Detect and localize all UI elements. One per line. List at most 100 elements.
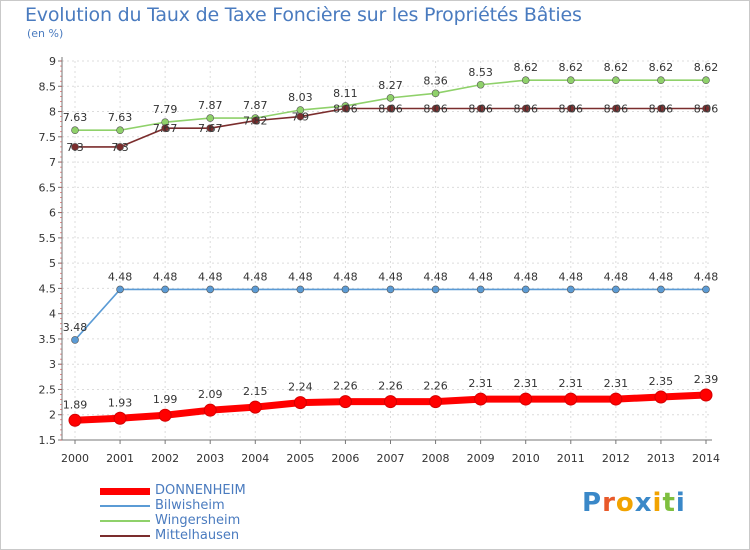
data-point-bilwisheim (251, 285, 260, 294)
data-label-bilwisheim: 4.48 (153, 270, 178, 283)
data-label-mittelhausen: 8.06 (423, 103, 448, 116)
data-label-wingersheim: 8.36 (423, 74, 448, 87)
data-label-wingersheim: 8.62 (559, 61, 584, 74)
x-tick-label: 2012 (602, 452, 630, 465)
y-tick-label: 4.5 (39, 282, 57, 295)
data-label-donnenheim: 2.31 (604, 377, 629, 390)
data-label-donnenheim: 1.89 (63, 398, 88, 411)
data-point-donnenheim (519, 392, 533, 406)
data-label-bilwisheim: 4.48 (604, 270, 629, 283)
proxiti-logo[interactable]: Proxiti (582, 488, 686, 518)
y-tick-label: 1.5 (39, 434, 57, 447)
chart-title: Evolution du Taux de Taxe Foncière sur l… (25, 4, 582, 26)
data-label-wingersheim: 8.62 (604, 61, 629, 74)
data-point-bilwisheim (476, 285, 485, 294)
data-label-donnenheim: 2.31 (468, 377, 493, 390)
data-point-mittelhausen (566, 104, 575, 113)
data-label-bilwisheim: 4.48 (468, 270, 493, 283)
data-label-donnenheim: 1.99 (153, 393, 178, 406)
y-tick-label: 6 (49, 207, 56, 220)
data-label-wingersheim: 7.79 (153, 103, 178, 116)
data-label-bilwisheim: 4.48 (198, 270, 223, 283)
y-tick-label: 2.5 (39, 383, 57, 396)
data-point-mittelhausen (702, 104, 710, 113)
x-tick-label: 2008 (422, 452, 450, 465)
data-point-donnenheim (338, 395, 352, 409)
data-point-mittelhausen (296, 112, 305, 121)
data-label-wingersheim: 8.27 (378, 79, 403, 92)
data-label-mittelhausen: 7.3 (66, 141, 84, 154)
data-point-donnenheim (564, 392, 578, 406)
x-tick-label: 2005 (286, 452, 314, 465)
data-point-donnenheim (654, 390, 668, 404)
data-point-donnenheim (68, 413, 82, 427)
data-point-bilwisheim (702, 285, 710, 294)
data-point-bilwisheim (161, 285, 169, 294)
x-tick-label: 2000 (61, 452, 89, 465)
data-point-wingersheim (476, 80, 485, 89)
data-point-bilwisheim (521, 285, 530, 294)
data-point-donnenheim (203, 403, 217, 417)
data-point-donnenheim (384, 395, 397, 409)
logo-letter: t (662, 488, 676, 518)
x-tick-label: 2002 (151, 452, 179, 465)
data-label-donnenheim: 2.26 (423, 380, 448, 393)
data-point-mittelhausen (341, 104, 350, 113)
logo-letter: P (582, 488, 603, 518)
data-point-mittelhausen (612, 104, 620, 113)
unit-label: (en %) (27, 27, 64, 40)
data-label-wingersheim: 8.53 (468, 66, 493, 79)
logo-letter: x (634, 488, 653, 518)
data-label-mittelhausen: 8.06 (604, 103, 629, 116)
y-tick-label: 8 (49, 106, 56, 119)
y-tick-label: 9 (49, 55, 56, 68)
data-point-donnenheim (158, 408, 172, 422)
data-point-wingersheim (206, 114, 215, 122)
data-label-mittelhausen: 7.3 (111, 141, 129, 154)
data-label-donnenheim: 2.09 (198, 388, 223, 401)
x-tick-label: 2001 (106, 452, 134, 465)
y-tick-label: 8.5 (39, 80, 57, 93)
data-point-mittelhausen (206, 124, 215, 133)
data-point-mittelhausen (251, 116, 260, 125)
logo-letter: r (602, 488, 616, 518)
y-tick-label: 4 (49, 308, 56, 321)
data-point-mittelhausen (71, 143, 79, 151)
data-point-mittelhausen (657, 104, 665, 113)
data-point-donnenheim (474, 392, 488, 406)
legend-swatch-mittelhausen (100, 535, 150, 537)
data-label-donnenheim: 1.93 (108, 396, 133, 409)
data-label-wingersheim: 8.03 (288, 91, 313, 104)
data-point-mittelhausen (521, 104, 530, 113)
data-point-mittelhausen (431, 104, 440, 113)
x-tick-label: 2011 (557, 452, 585, 465)
data-point-wingersheim (431, 89, 440, 98)
data-point-bilwisheim (341, 285, 350, 294)
legend-swatch-bilwisheim (100, 505, 150, 507)
logo-letter: i (675, 488, 686, 518)
data-label-bilwisheim: 4.48 (288, 270, 313, 283)
legend-swatch-donnenheim (100, 488, 150, 495)
data-point-bilwisheim (386, 285, 395, 294)
data-point-mittelhausen (116, 143, 124, 151)
data-label-wingersheim: 8.62 (649, 61, 674, 74)
data-point-donnenheim (699, 388, 713, 402)
data-label-mittelhausen: 8.06 (649, 103, 674, 116)
data-point-donnenheim (113, 411, 127, 425)
y-tick-label: 2 (49, 409, 56, 422)
x-tick-label: 2014 (692, 452, 720, 465)
data-label-wingersheim: 7.87 (198, 99, 223, 112)
data-label-bilwisheim: 4.48 (108, 270, 133, 283)
data-label-bilwisheim: 4.48 (378, 270, 403, 283)
data-label-wingersheim: 7.63 (63, 111, 88, 124)
data-label-mittelhausen: 8.06 (333, 103, 358, 116)
x-tick-label: 2010 (512, 452, 540, 465)
data-point-bilwisheim (566, 285, 575, 294)
data-label-wingersheim: 8.62 (513, 61, 538, 74)
logo-letter: o (615, 488, 635, 518)
data-label-donnenheim: 2.31 (559, 377, 584, 390)
legend-label: Bilwisheim (155, 498, 225, 513)
data-label-bilwisheim: 4.48 (559, 270, 584, 283)
data-point-bilwisheim (431, 285, 440, 294)
